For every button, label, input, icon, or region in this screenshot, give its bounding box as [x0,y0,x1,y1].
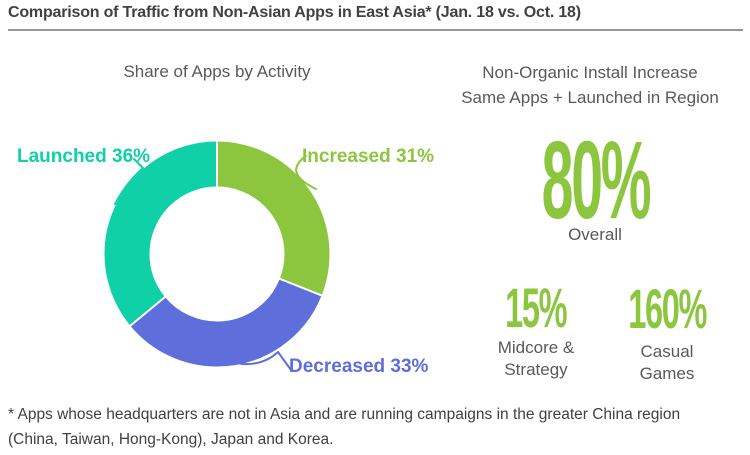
increased-callout-line [295,155,317,190]
casual-increase-value-wrap: 160% [577,281,750,337]
midcore-increase-value-wrap: 15% [446,280,626,336]
casual-label-line1: Casual [640,342,694,361]
donut-slice-separators [128,139,324,328]
slice-label-launched: Launched 36% [17,146,151,167]
footnote: * Apps whose headquarters are not in Asi… [8,402,748,452]
footnote-line2: (China, Taiwan, Hong-Kong), Japan and Ko… [8,431,334,448]
footnote-line1: * Apps whose headquarters are not in Asi… [8,406,681,423]
page-title: Comparison of Traffic from Non-Asian App… [8,4,581,21]
stats-heading-line1: Non-Organic Install Increase [482,63,698,82]
overall-increase-label: Overall [568,225,622,244]
midcore-label-line1: Midcore & [497,338,575,357]
midcore-increase-value: 15% [505,276,567,339]
overall-increase-value-wrap: 80% [445,126,745,236]
midcore-increase-label: Midcore & Strategy [446,337,626,381]
donut-chart-title: Share of Apps by Activity [123,62,311,81]
stats-heading: Non-Organic Install Increase Same Apps +… [430,60,750,110]
slice-separator [277,277,324,298]
casual-increase-label: Casual Games [577,341,750,385]
stats-heading-line2: Same Apps + Launched in Region [461,88,719,107]
donut-slices [104,141,330,367]
donut-slice-decreased [104,141,330,367]
slice-label-increased: Increased 31% [302,146,435,167]
casual-label-line2: Games [639,364,695,383]
launched-callout-line [114,158,144,205]
casual-increase-value: 160% [628,277,707,340]
overall-increase-value: 80% [541,119,651,242]
title-divider [8,29,743,31]
slice-separator [128,294,168,328]
midcore-label-line2: Strategy [504,360,568,379]
decreased-callout-line [233,351,292,371]
slice-label-decreased: Decreased 33% [289,356,429,377]
